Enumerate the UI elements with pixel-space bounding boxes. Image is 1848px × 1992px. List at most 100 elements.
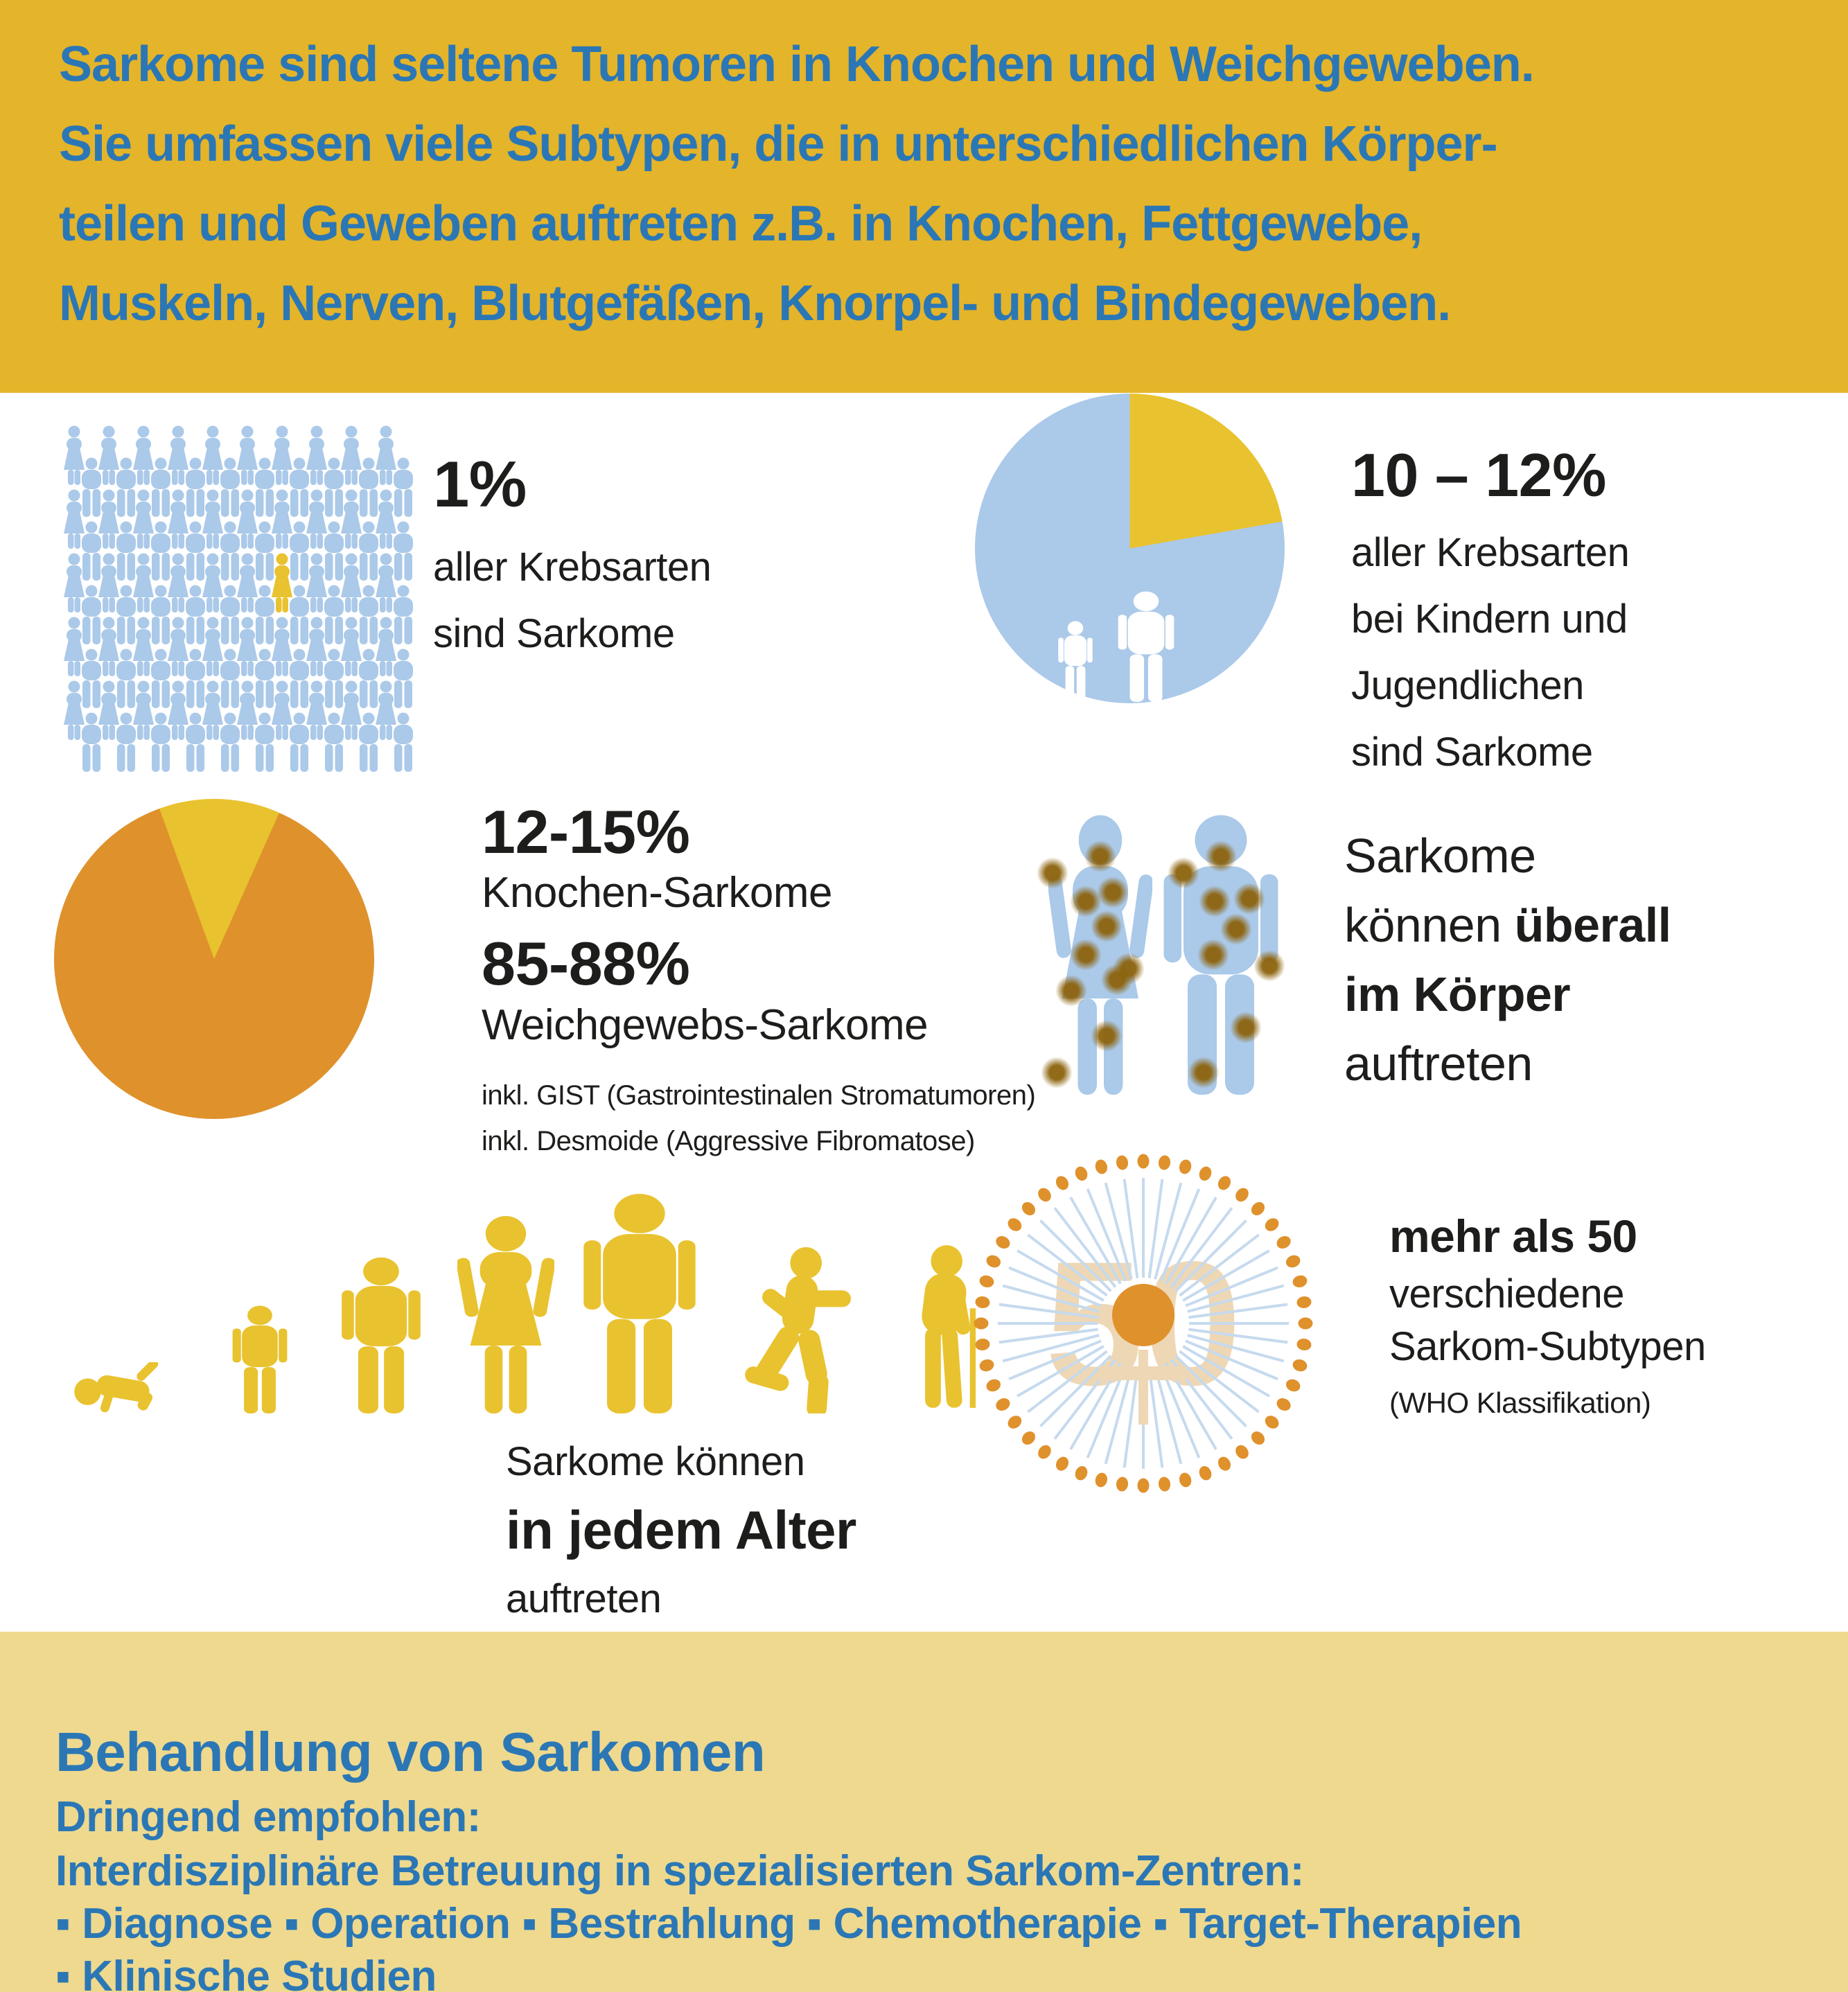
crowd-man-icon: [186, 712, 205, 772]
crowd-man-icon: [255, 457, 274, 517]
tumor-dot: [1091, 910, 1123, 942]
crowd-man-icon: [151, 649, 170, 708]
footer-line-1: Dringend empfohlen:: [55, 1793, 481, 1841]
tumor-dot: [1230, 1011, 1262, 1043]
crowd-man-icon: [324, 521, 344, 581]
crowd-woman-icon: [306, 553, 327, 612]
woman-age-icon: [457, 1216, 554, 1413]
tumor-dot: [1253, 949, 1286, 982]
crowd-woman-icon: [64, 489, 85, 549]
crowd-woman-icon: [341, 553, 362, 612]
stat-body-line-1: Sarkome: [1344, 829, 1536, 883]
crowd-row: [59, 553, 401, 617]
crowd-man-icon: [186, 585, 205, 644]
crowd-man-icon: [359, 521, 378, 581]
crowd-man-icon: [220, 457, 240, 517]
crowd-man-icon: [394, 521, 413, 581]
crowd-woman-icon: [98, 617, 119, 676]
crowd-woman-icon: [272, 680, 292, 740]
elderly-person-cane-icon: [922, 1245, 976, 1408]
crowd-row: [76, 521, 419, 585]
header-text: Sarkome sind seltene Tumoren in Knochen …: [59, 25, 1535, 344]
crowd-man-icon: [151, 457, 170, 517]
tumor-dot: [1101, 963, 1133, 996]
man-age-icon: [583, 1194, 696, 1413]
tumor-dot: [1199, 885, 1231, 917]
tumor-dot: [1097, 876, 1129, 909]
tumor-dot: [1091, 1019, 1123, 1052]
crowd-pictogram-chart: [59, 425, 437, 780]
stat-age-line-1: Sarkome können: [506, 1439, 805, 1484]
crowd-woman-icon: [202, 553, 223, 612]
pie-chart-children: [975, 394, 1285, 703]
crowd-woman-icon: [64, 617, 85, 676]
stat-body-line-2-bold: überall: [1514, 898, 1672, 952]
crowd-man-icon: [151, 712, 170, 772]
stat-types: 12-15% Knochen-Sarkome 85-88% Weichgeweb…: [482, 797, 1036, 1164]
crowd-woman-icon: [202, 680, 223, 740]
crowd-row: [76, 585, 419, 649]
crowd-man-icon: [82, 712, 101, 772]
crowd-woman-icon: [237, 617, 258, 676]
toddler-icon: [232, 1305, 288, 1413]
crowd-row: [59, 425, 401, 489]
crowd-row: [59, 617, 401, 680]
crowd-man-icon: [394, 649, 413, 708]
tumor-dot: [1187, 1056, 1220, 1088]
crowd-woman-icon: [133, 680, 154, 740]
crowd-man-icon: [359, 712, 378, 772]
crowd-man-icon: [324, 712, 344, 772]
stat-children: 10 – 12% aller Krebsarten bei Kindern un…: [1351, 443, 1630, 786]
crowd-row: [76, 649, 419, 712]
crowd-man-icon: [394, 712, 413, 772]
crowd-man-icon: [394, 457, 413, 517]
crowd-woman-icon: [98, 553, 119, 612]
stat-cancer-share-value: 1%: [433, 448, 527, 520]
footer-band: Behandlung von Sarkomen Dringend empfohl…: [0, 1632, 1848, 1992]
pie-chart-sarcoma-types: [54, 799, 374, 1119]
crowd-man-icon: [290, 521, 309, 581]
stat-body: Sarkome können überall im Körper auftret…: [1344, 821, 1671, 1098]
crowd-woman-icon: [237, 553, 258, 612]
baby-crawling-icon: [74, 1362, 159, 1413]
tumor-dot: [1084, 840, 1116, 872]
woman-figure: [1037, 814, 1152, 1095]
crowd-man-icon: [82, 585, 101, 644]
tumor-dot: [1233, 882, 1266, 915]
crowd-man-icon: [82, 521, 101, 581]
stat-subtypes-note: (WHO Klassifikation): [1389, 1386, 1651, 1419]
crowd-woman-icon: [237, 489, 258, 549]
stat-subtypes-line-3: Sarkom-Subtypen: [1389, 1324, 1706, 1370]
man-figure: [1159, 814, 1286, 1095]
crowd-woman-icon: [168, 680, 188, 740]
crowd-woman-icon: [98, 425, 119, 485]
footer-line-2: Interdisziplinäre Betreuung in spezialis…: [55, 1847, 1304, 1895]
header-line-4: Muskeln, Nerven, Blutgefäßen, Knorpel- u…: [59, 276, 1451, 331]
crowd-row: [76, 712, 419, 776]
crowd-woman-icon: [168, 489, 188, 549]
crowd-man-icon: [255, 521, 274, 581]
tumor-dot: [1197, 938, 1230, 971]
crowd-woman-icon: [341, 489, 362, 549]
stat-age-line-3: auftreten: [506, 1576, 662, 1621]
crowd-woman-icon: [133, 553, 154, 612]
crowd-woman-icon: [202, 617, 223, 676]
crowd-woman-icon: [306, 425, 327, 485]
stat-types-soft-label: Weichgewebs-Sarkome: [482, 1001, 929, 1049]
stat-types-bone-value: 12-15%: [482, 797, 690, 866]
stat-subtypes-line-2: verschiedene: [1389, 1271, 1624, 1316]
crowd-woman-icon: [133, 617, 154, 676]
adult-person-icon: [1118, 591, 1174, 702]
crowd-woman-icon: [376, 680, 396, 740]
crowd-woman-icon: [272, 489, 292, 549]
stat-types-soft-value: 85-88%: [482, 929, 690, 998]
stat-children-line-1: aller Krebsarten: [1351, 530, 1630, 576]
stat-subtypes: mehr als 50 verschiedene Sarkom-Subtypen…: [1389, 1211, 1706, 1420]
crowd-row: [59, 680, 401, 744]
crowd-woman-icon: [376, 489, 396, 549]
crowd-woman-icon: [98, 680, 119, 740]
stat-children-line-4: sind Sarkome: [1351, 730, 1593, 775]
crowd-woman-icon: [272, 425, 292, 485]
crowd-woman-icon: [376, 617, 396, 676]
